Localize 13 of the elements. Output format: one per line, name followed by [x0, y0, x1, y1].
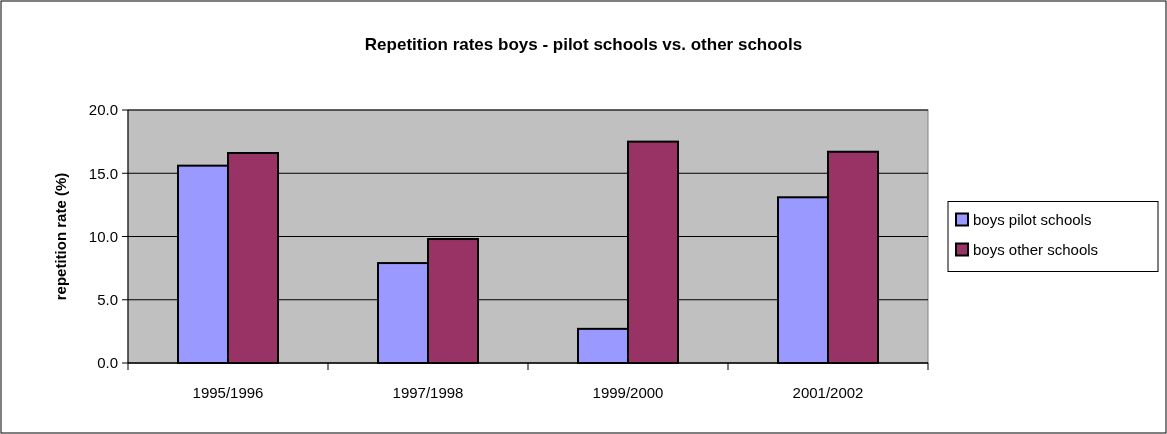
x-tick-label: 2001/2002 — [792, 384, 864, 401]
x-tick-label: 1997/1998 — [392, 384, 464, 401]
y-tick-label: 0.0 — [97, 354, 118, 372]
legend-label: boys other schools — [973, 240, 1099, 258]
x-tick-label: 1999/2000 — [592, 384, 664, 401]
y-tick-label: 20.0 — [88, 101, 118, 119]
y-tick-label: 10.0 — [88, 227, 118, 245]
legend-label: boys pilot schools — [973, 210, 1092, 228]
chart-title: Repetition rates boys - pilot schools vs. other schools — [364, 35, 803, 54]
y-tick-label: 15.0 — [88, 164, 118, 182]
y-axis-title: repetition rate (%) — [52, 172, 69, 301]
y-tick-label: 5.0 — [97, 291, 118, 308]
x-tick-label: 1995/1996 — [192, 384, 264, 401]
